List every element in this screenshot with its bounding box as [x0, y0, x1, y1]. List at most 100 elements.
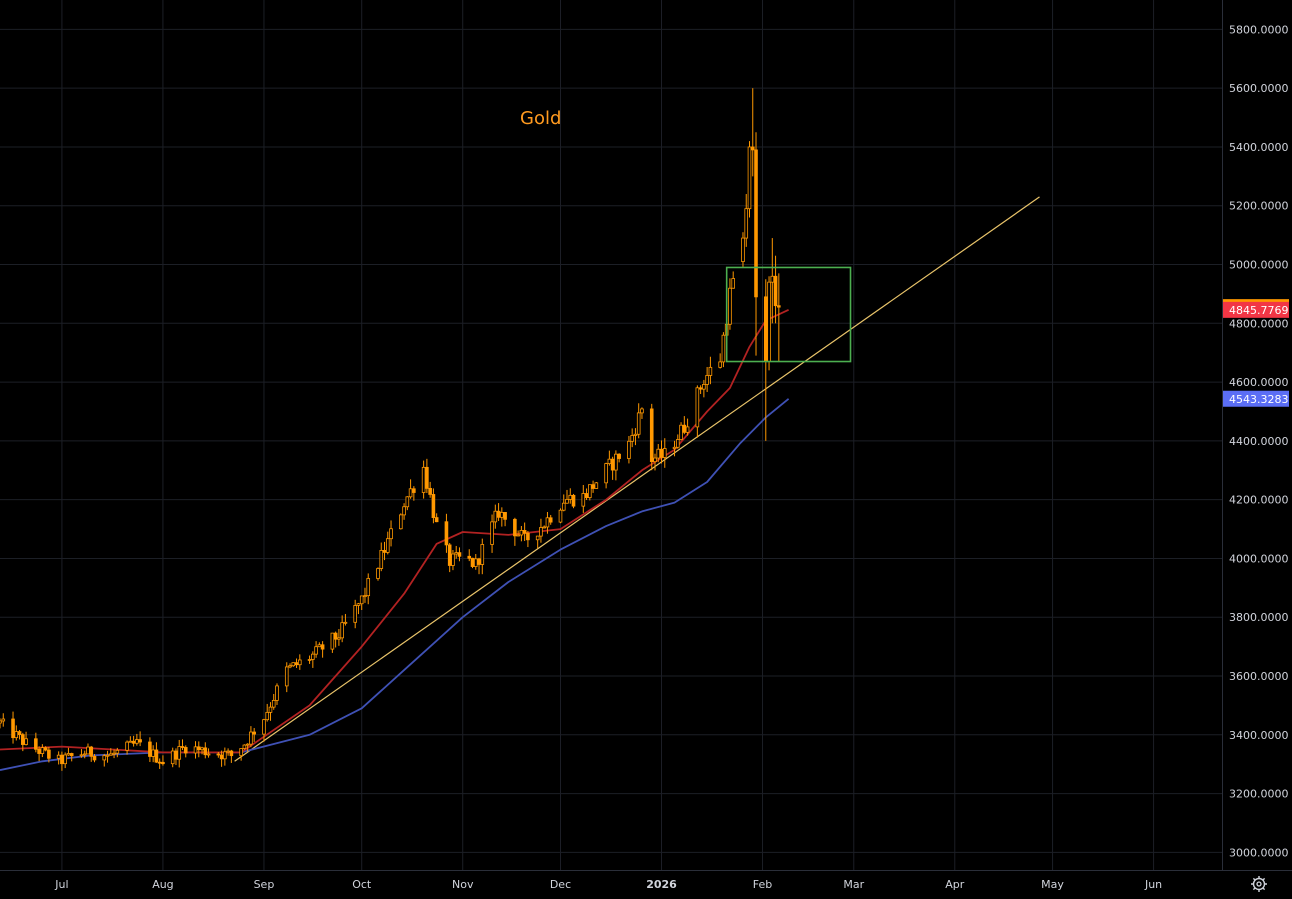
candle-body — [376, 568, 380, 579]
candle-body — [148, 741, 152, 757]
settings-button[interactable] — [1251, 876, 1267, 892]
candle-body — [503, 512, 507, 520]
candle-body — [721, 334, 726, 363]
candle-body — [493, 510, 498, 523]
candle-body — [594, 482, 599, 489]
candle-body — [333, 632, 338, 640]
price-tag-label: 4845.7769 — [1229, 304, 1289, 317]
candle-body — [408, 488, 413, 498]
candle-body — [89, 746, 94, 757]
candle-body — [513, 518, 517, 537]
candle-body — [379, 550, 384, 569]
price-tag-label: 4543.3283 — [1229, 393, 1289, 406]
x-tick-label: Apr — [945, 878, 965, 891]
candle-body — [69, 753, 74, 757]
candle-body — [125, 741, 129, 751]
candle-body — [496, 510, 501, 518]
candle-body — [656, 448, 661, 459]
candle-body — [607, 458, 612, 464]
candle-body — [34, 738, 38, 750]
candle-body — [744, 208, 749, 239]
candle-body — [610, 458, 615, 471]
candle-body — [431, 494, 436, 518]
candle-body — [457, 552, 462, 557]
candle-body — [24, 738, 28, 745]
candle-body — [633, 433, 638, 436]
candle-body — [682, 424, 687, 433]
candle-body — [773, 275, 778, 307]
candle-body — [516, 534, 520, 537]
y-tick-label: 5600.0000 — [1229, 82, 1289, 95]
candle-body — [708, 366, 713, 376]
candle-body — [66, 753, 71, 756]
candle-body — [363, 595, 367, 598]
grid — [0, 0, 1222, 870]
candle-body — [86, 746, 90, 755]
candle-body — [330, 632, 335, 650]
candle-body — [40, 747, 45, 754]
x-axis[interactable]: Jul Aug Sep Oct Nov Dec 2026 Feb Mar Apr May Jun — [54, 878, 1162, 891]
candle-body — [157, 761, 162, 764]
candle-body — [584, 493, 589, 498]
candle-body — [467, 555, 472, 559]
candle-body — [548, 517, 553, 523]
candle-body — [659, 448, 664, 458]
candle-body — [421, 466, 426, 493]
y-axis[interactable]: 5800.0000 5600.0000 5400.0000 5200.0000 5000… — [1229, 23, 1289, 859]
candle-body — [161, 761, 165, 765]
candle-body — [92, 755, 97, 761]
candle-body — [545, 517, 550, 528]
candle-body — [535, 535, 540, 541]
candle-body — [636, 412, 641, 435]
candle-body — [604, 463, 608, 484]
candle-body — [43, 747, 48, 751]
candle-body — [102, 755, 107, 761]
candle-body — [777, 305, 781, 308]
x-tick-label: Feb — [753, 878, 772, 891]
y-tick-label: 5200.0000 — [1229, 200, 1289, 213]
candle-body — [138, 739, 142, 743]
candle-body — [444, 521, 449, 546]
candle-body — [366, 578, 371, 597]
candle-body — [519, 530, 524, 536]
trendline — [234, 196, 1040, 762]
candle-body — [154, 749, 159, 763]
y-tick-label: 4400.0000 — [1229, 435, 1289, 448]
x-tick-label: May — [1041, 878, 1064, 891]
candle-body — [480, 544, 485, 565]
x-tick-label: Aug — [152, 878, 173, 891]
candle-body — [265, 711, 270, 721]
y-tick-label: 5800.0000 — [1229, 23, 1289, 36]
candle-body — [337, 637, 341, 640]
candle-body — [526, 532, 530, 541]
candle-body — [200, 747, 204, 751]
y-tick-label: 3600.0000 — [1229, 670, 1289, 683]
candle-body — [571, 494, 576, 507]
y-tick-label: 5000.0000 — [1229, 259, 1289, 272]
x-tick-label: Oct — [352, 878, 372, 891]
candle-body — [128, 740, 133, 743]
x-tick-label: Jul — [54, 878, 68, 891]
candle-body — [63, 754, 67, 765]
candle-body — [630, 435, 634, 442]
candle-body — [311, 653, 315, 660]
candle-body — [21, 734, 25, 745]
candle-body — [223, 751, 227, 760]
y-tick-label: 3400.0000 — [1229, 729, 1289, 742]
candle-body — [0, 720, 2, 724]
candle-body — [702, 384, 706, 390]
candle-body — [614, 453, 618, 471]
candle-body — [131, 740, 136, 744]
candle-body — [297, 659, 302, 666]
candle-body — [447, 544, 452, 566]
candle-body — [271, 699, 276, 708]
candle-body — [402, 506, 406, 516]
candle-body — [353, 605, 357, 623]
candle-body — [627, 440, 631, 459]
candle-body — [581, 493, 586, 507]
candle-body — [770, 275, 775, 283]
trendline-layer — [234, 196, 1040, 762]
candle-body — [252, 731, 256, 735]
candle-body — [356, 603, 361, 606]
